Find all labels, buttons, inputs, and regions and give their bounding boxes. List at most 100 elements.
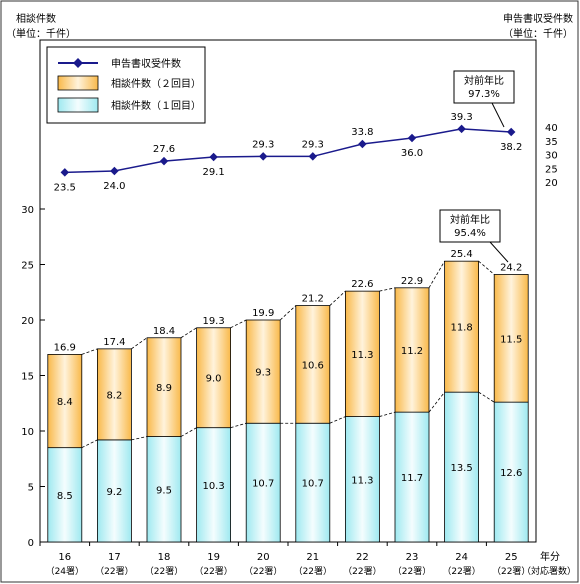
x-tick-note: （22署） [145, 566, 183, 577]
right-tick-label: 35 [545, 137, 558, 148]
callout-bottom-title: 対前年比 [450, 213, 490, 226]
filing-value-label: 27.6 [153, 144, 175, 155]
callout-top-pointer [491, 102, 505, 128]
bar-second-consultation [97, 348, 132, 441]
bar-first-value-label: 9.5 [156, 485, 172, 496]
filing-point [407, 133, 417, 143]
first-connector-line [131, 436, 148, 441]
bar-first-value-label: 10.3 [202, 481, 224, 492]
callout-bottom-box [439, 209, 501, 243]
x-tick-note: （22署） [95, 566, 133, 577]
legend-label-line: 申告書収受件数 [111, 57, 181, 70]
x-tick-label: 19 [207, 552, 220, 563]
right-tick-label: 40 [545, 123, 558, 134]
total-connector-line [379, 287, 396, 292]
filing-value-label: 24.0 [103, 181, 125, 192]
bar-second-value-label: 8.9 [156, 383, 172, 394]
legend-swatch-second [57, 75, 99, 91]
callout-bottom: 対前年比 95.4% [439, 209, 509, 263]
bar-first-consultation [295, 422, 331, 543]
filing-point [258, 152, 268, 161]
bar-second-value-label: 8.2 [106, 390, 122, 401]
bar-first-value-label: 13.5 [450, 463, 472, 474]
x-tick-note: （22署） [194, 566, 232, 577]
total-connector-line [428, 260, 445, 289]
bar-total-label: 17.4 [103, 337, 125, 348]
x-tick-note: （22署） [492, 566, 530, 577]
bar-first-value-label: 10.7 [252, 479, 274, 490]
callout-top-value: 97.3% [468, 89, 500, 100]
filing-point [209, 152, 218, 162]
right-tick-label: 25 [545, 164, 558, 175]
left-tick-label: 0 [28, 538, 34, 549]
right-tick-label: 20 [545, 178, 558, 189]
filing-point [308, 152, 318, 161]
bar-second-value-label: 9.3 [255, 368, 271, 379]
bar-first-value-label: 9.2 [106, 487, 122, 498]
right-tick-label: 30 [545, 151, 558, 162]
total-connector-line [81, 348, 98, 355]
bar-first-value-label: 12.6 [500, 468, 522, 479]
x-tick-label: 21 [306, 552, 319, 563]
x-tick-note: （22署） [442, 566, 480, 577]
bar-first-consultation [394, 411, 430, 543]
x-tick-note: （22署） [343, 566, 381, 577]
left-unit: （単位：千件） [6, 27, 76, 40]
bar-total-label: 19.9 [252, 308, 274, 319]
x-axis: 16 （24署） 17 （22署） 18 （22署） 19 （22署） 20 （22署） 21 （22… [39, 542, 576, 577]
bar-second-value-label: 11.2 [401, 346, 423, 357]
total-connector-line [329, 290, 346, 306]
first-connector-line [180, 427, 197, 437]
first-connector-line [478, 391, 495, 403]
bar-second-consultation [394, 287, 430, 413]
filing-value-label: 39.3 [450, 112, 472, 123]
callout-top-box [453, 70, 515, 104]
x-tick-note: （22署） [294, 566, 332, 577]
bar-first-value-label: 11.7 [401, 473, 423, 484]
x-tick-note: （22署） [393, 566, 431, 577]
x-tick-label: 17 [108, 552, 121, 563]
x-tick-label: 22 [356, 552, 369, 563]
bar-first-consultation [444, 391, 480, 543]
filing-line-series: 23.5 24.0 27.6 29.1 29.3 29.3 33.8 36.0 39.3 38.2 [54, 112, 523, 193]
left-tick-label: 30 [21, 205, 34, 216]
x-tick-note: （22署） [244, 566, 282, 577]
first-connector-line [230, 422, 247, 429]
left-tick-label: 20 [21, 316, 34, 327]
filing-value-label: 29.3 [302, 139, 324, 150]
bar-first-value-label: 11.3 [351, 475, 373, 486]
bar-first-consultation [196, 427, 232, 543]
filing-point [358, 139, 367, 149]
callout-bottom-pointer [489, 241, 509, 263]
bar-first-value-label: 8.5 [57, 491, 73, 502]
total-connector-line [131, 337, 148, 350]
x-tick-label: 16 [58, 552, 71, 563]
filing-value-label: 23.5 [54, 182, 76, 193]
filing-point [110, 166, 119, 176]
bar-second-consultation [295, 305, 331, 424]
bar-first-consultation [97, 439, 132, 543]
bar-first-consultation [47, 447, 83, 543]
filing-value-label: 38.2 [500, 142, 522, 153]
bar-second-consultation [47, 354, 83, 449]
bar-second-value-label: 8.4 [57, 397, 73, 408]
legend-line-marker [73, 58, 83, 68]
filing-line [64, 128, 512, 174]
first-connector-line [428, 391, 445, 413]
right-axis: 20 25 30 35 40 [545, 123, 558, 189]
filing-value-label: 33.8 [351, 127, 373, 138]
stacked-bars: 8.5 8.4 16.9 9.2 8.2 17.4 9.5 8.9 18.4 10.3 9.0 19.… [47, 249, 529, 543]
x-axis-note: （対応署数） [522, 565, 576, 577]
bar-second-value-label: 9.0 [206, 374, 222, 385]
bar-second-value-label: 10.6 [302, 360, 324, 371]
bar-total-label: 18.4 [153, 326, 175, 337]
bar-total-label: 25.4 [450, 249, 472, 260]
legend: 申告書収受件数 相談件数（２回目） 相談件数（１回目） [46, 46, 206, 124]
first-connector-line [329, 416, 346, 424]
right-unit-title: 申告書収受件数 [503, 12, 573, 25]
bar-second-consultation [493, 274, 529, 403]
right-unit: （単位：千件） [503, 27, 573, 40]
bar-total-label: 19.3 [202, 316, 224, 327]
filing-value-label: 36.0 [401, 148, 423, 159]
